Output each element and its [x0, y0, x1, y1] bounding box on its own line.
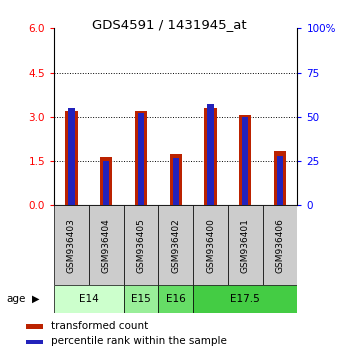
Bar [204, 108, 217, 205]
Text: GSM936400: GSM936400 [206, 218, 215, 273]
Bar [68, 108, 75, 205]
Text: E14: E14 [79, 294, 99, 304]
FancyBboxPatch shape [193, 285, 297, 313]
Text: age: age [7, 294, 26, 304]
Bar [26, 324, 43, 329]
Text: GDS4591 / 1431945_at: GDS4591 / 1431945_at [92, 18, 246, 31]
Text: GSM936405: GSM936405 [137, 218, 145, 273]
Bar [65, 111, 77, 205]
FancyBboxPatch shape [263, 205, 297, 285]
Text: GSM936404: GSM936404 [102, 218, 111, 273]
Bar [100, 156, 112, 205]
Bar [277, 156, 283, 205]
Text: transformed count: transformed count [51, 321, 148, 331]
Text: GSM936401: GSM936401 [241, 218, 250, 273]
Bar [208, 104, 214, 205]
Text: GSM936402: GSM936402 [171, 218, 180, 273]
Bar [239, 115, 251, 205]
Text: percentile rank within the sample: percentile rank within the sample [51, 336, 226, 346]
FancyBboxPatch shape [124, 285, 159, 313]
Bar [274, 151, 286, 205]
Text: E17.5: E17.5 [231, 294, 260, 304]
Bar [173, 158, 179, 205]
Text: GSM936406: GSM936406 [275, 218, 285, 273]
Text: ▶: ▶ [32, 294, 40, 304]
Bar [170, 154, 182, 205]
FancyBboxPatch shape [159, 205, 193, 285]
Bar [242, 117, 248, 205]
Text: GSM936403: GSM936403 [67, 218, 76, 273]
FancyBboxPatch shape [54, 285, 124, 313]
Text: E15: E15 [131, 294, 151, 304]
Bar [103, 161, 110, 205]
Bar [135, 111, 147, 205]
FancyBboxPatch shape [193, 205, 228, 285]
FancyBboxPatch shape [54, 205, 89, 285]
FancyBboxPatch shape [89, 205, 124, 285]
Text: E16: E16 [166, 294, 186, 304]
FancyBboxPatch shape [228, 205, 263, 285]
Bar [26, 340, 43, 344]
FancyBboxPatch shape [124, 205, 159, 285]
FancyBboxPatch shape [159, 285, 193, 313]
Bar [138, 113, 144, 205]
